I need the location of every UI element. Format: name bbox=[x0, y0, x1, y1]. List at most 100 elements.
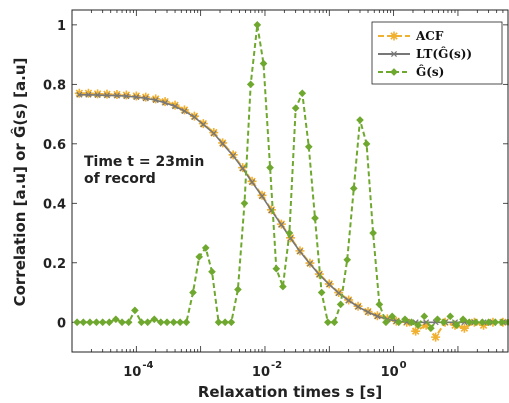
data-point bbox=[326, 281, 333, 288]
data-point bbox=[364, 309, 372, 316]
data-point bbox=[73, 318, 81, 327]
series-2 bbox=[73, 21, 509, 333]
data-point bbox=[123, 93, 130, 100]
legend: ACF LT(Ĝ(s)) Ĝ(s) bbox=[371, 21, 503, 85]
data-point bbox=[79, 318, 88, 327]
data-point bbox=[137, 318, 146, 327]
annotation-line2: of record bbox=[84, 171, 156, 187]
data-point bbox=[160, 97, 170, 107]
legend-entry: ACF bbox=[378, 29, 444, 43]
x-tick-label: 10 bbox=[123, 365, 141, 380]
data-point bbox=[345, 297, 352, 304]
data-point bbox=[74, 88, 84, 98]
data-point bbox=[335, 290, 342, 297]
data-point bbox=[374, 313, 381, 320]
data-point bbox=[179, 105, 189, 115]
data-point bbox=[266, 163, 274, 172]
data-point bbox=[111, 315, 120, 324]
data-point bbox=[131, 306, 139, 315]
legend-marker bbox=[389, 31, 399, 41]
data-point bbox=[472, 318, 480, 327]
data-point bbox=[298, 89, 307, 98]
data-point bbox=[170, 100, 180, 110]
data-point bbox=[152, 97, 159, 104]
data-point bbox=[221, 318, 229, 327]
legend-entry: Ĝ(s) bbox=[378, 63, 444, 79]
data-point bbox=[210, 130, 217, 137]
data-point bbox=[151, 94, 161, 104]
data-point bbox=[259, 59, 268, 68]
data-point bbox=[142, 95, 149, 102]
legend-marker bbox=[390, 50, 398, 58]
data-point bbox=[459, 315, 467, 324]
data-point bbox=[478, 318, 487, 327]
data-point bbox=[162, 99, 169, 106]
data-point bbox=[421, 320, 431, 330]
legend-marker bbox=[390, 68, 398, 76]
y-tick-label: 0 bbox=[57, 316, 66, 331]
data-point bbox=[83, 88, 93, 98]
data-point bbox=[176, 318, 184, 327]
data-point bbox=[181, 108, 188, 115]
data-point bbox=[343, 255, 352, 264]
x-tick-label: 10 bbox=[381, 365, 399, 380]
data-point bbox=[239, 165, 246, 172]
data-point bbox=[94, 92, 101, 99]
data-point bbox=[414, 321, 422, 330]
data-point bbox=[479, 320, 489, 330]
data-point bbox=[394, 318, 403, 327]
y-tick-label: 0.2 bbox=[43, 257, 66, 272]
data-point bbox=[407, 318, 416, 327]
y-tick-label: 0.8 bbox=[43, 78, 66, 93]
data-point bbox=[105, 318, 114, 327]
legend-entry: LT(Ĝ(s)) bbox=[378, 45, 472, 61]
data-point bbox=[76, 91, 83, 98]
data-point bbox=[459, 323, 469, 333]
data-point bbox=[189, 111, 199, 121]
data-point bbox=[103, 92, 111, 99]
data-point bbox=[259, 193, 266, 200]
x-axis-label: Relaxation times s [s] bbox=[198, 383, 382, 401]
data-point bbox=[93, 89, 103, 99]
x-tick-exponent: -2 bbox=[271, 360, 282, 371]
data-point bbox=[491, 318, 500, 327]
data-point bbox=[85, 91, 92, 98]
data-point bbox=[169, 318, 178, 327]
data-point bbox=[278, 221, 285, 228]
data-point bbox=[141, 92, 151, 102]
data-point bbox=[420, 312, 429, 321]
data-point bbox=[246, 80, 255, 89]
data-point bbox=[356, 116, 364, 124]
data-point bbox=[311, 214, 319, 222]
data-point bbox=[131, 91, 141, 101]
data-point bbox=[98, 318, 107, 327]
legend-label: ACF bbox=[415, 29, 444, 43]
data-point bbox=[172, 103, 179, 110]
legend-label: LT(Ĝ(s)) bbox=[416, 45, 472, 61]
data-point bbox=[102, 89, 112, 99]
data-point bbox=[317, 288, 326, 297]
data-point bbox=[124, 318, 133, 327]
data-point bbox=[118, 318, 126, 327]
data-point bbox=[133, 94, 140, 101]
x-tick-exponent: 0 bbox=[400, 360, 407, 371]
data-point bbox=[446, 312, 455, 321]
data-point bbox=[382, 318, 390, 327]
data-point bbox=[497, 318, 506, 327]
data-point bbox=[150, 315, 159, 324]
data-point bbox=[112, 89, 122, 99]
x-tick-labels: 10 -4 10 -2 10 0 bbox=[123, 360, 406, 380]
data-point bbox=[375, 300, 384, 309]
data-point bbox=[272, 264, 281, 273]
y-tick-labels: 0 0.2 0.4 0.6 0.8 1 bbox=[43, 19, 66, 331]
y-tick-label: 0.4 bbox=[43, 197, 66, 212]
data-point bbox=[465, 318, 474, 327]
data-point bbox=[253, 21, 262, 29]
data-point bbox=[427, 324, 435, 333]
data-point bbox=[230, 152, 237, 159]
data-point bbox=[285, 229, 294, 237]
data-point bbox=[219, 140, 226, 147]
data-point bbox=[182, 318, 191, 327]
data-point bbox=[214, 318, 223, 327]
